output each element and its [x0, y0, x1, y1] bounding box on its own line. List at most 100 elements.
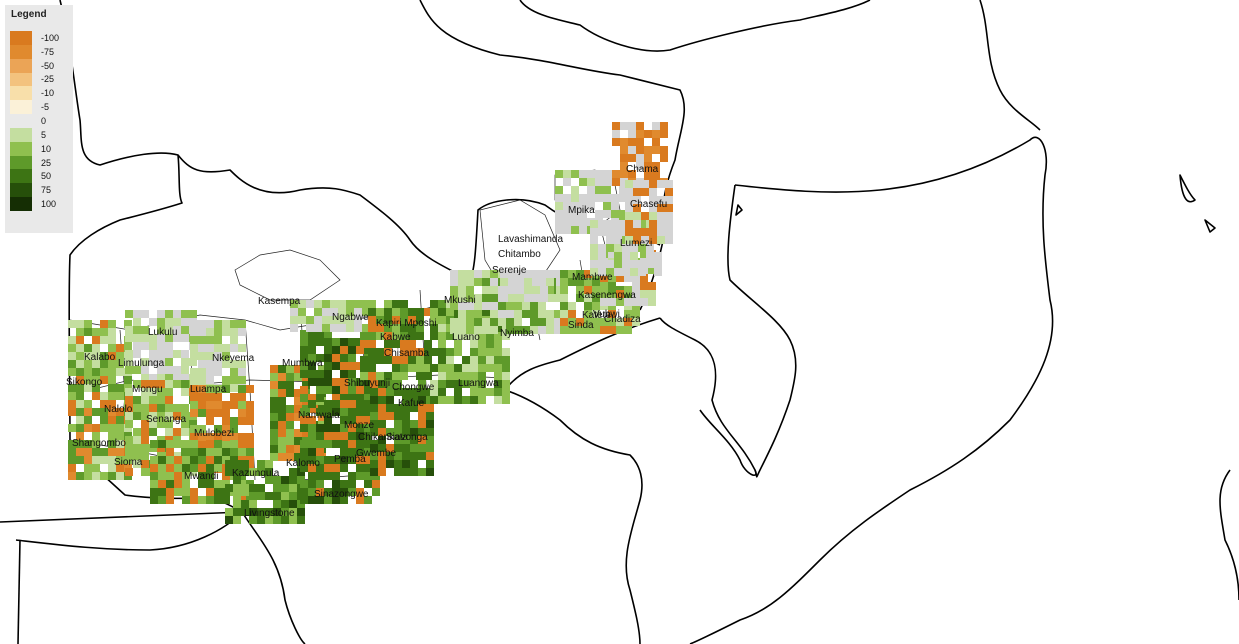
raster-cell	[410, 436, 418, 444]
raster-cell	[400, 316, 408, 324]
raster-cell	[133, 342, 141, 350]
raster-cell	[149, 428, 157, 436]
raster-cell	[560, 278, 568, 286]
raster-cell	[348, 408, 356, 416]
raster-cell	[233, 516, 241, 524]
raster-cell	[402, 396, 410, 404]
raster-cell	[158, 496, 166, 504]
raster-cell	[598, 252, 606, 260]
raster-cell	[530, 326, 538, 334]
legend-swatch	[10, 72, 32, 87]
raster-cell	[454, 388, 462, 396]
raster-cell	[340, 496, 348, 504]
raster-cell	[394, 436, 402, 444]
raster-cell	[273, 492, 281, 500]
raster-cell	[332, 456, 340, 464]
raster-cell	[394, 428, 402, 436]
raster-cell	[281, 476, 289, 484]
legend-swatch	[10, 183, 32, 198]
raster-cell	[257, 492, 265, 500]
place-labels: Chama Chasefu Mpika Lumezi Lavashimanda Chita…	[66, 164, 667, 519]
raster-cell	[408, 364, 416, 372]
raster-cell	[289, 508, 297, 516]
raster-cell	[108, 352, 116, 360]
raster-cell	[657, 228, 665, 236]
raster-cell	[300, 408, 308, 416]
raster-cell	[308, 456, 316, 464]
raster-cell	[76, 392, 84, 400]
legend-title: Legend	[11, 9, 47, 20]
raster-cell	[289, 484, 297, 492]
raster-cell	[426, 444, 434, 452]
raster-cell	[348, 346, 356, 354]
raster-cell	[508, 270, 516, 278]
place-label-pemba: Pemba	[334, 454, 366, 465]
raster-cell	[298, 308, 306, 316]
raster-cell	[600, 326, 608, 334]
raster-cell	[230, 376, 238, 384]
raster-cell	[100, 456, 108, 464]
raster-cell	[356, 464, 364, 472]
raster-cell	[568, 326, 576, 334]
raster-cell	[189, 310, 197, 318]
raster-cell	[324, 354, 332, 362]
raster-cell	[206, 433, 214, 441]
raster-cell	[332, 496, 340, 504]
raster-cell	[214, 456, 222, 464]
raster-cell	[619, 194, 627, 202]
raster-cell	[494, 380, 502, 388]
raster-cell	[324, 346, 332, 354]
raster-cell	[166, 472, 174, 480]
raster-cell	[222, 441, 230, 449]
raster-cell	[560, 326, 568, 334]
raster-cell	[100, 320, 108, 328]
raster-cell	[590, 228, 598, 236]
raster-cell	[230, 401, 238, 409]
raster-cell	[222, 496, 230, 504]
raster-cell	[665, 196, 673, 204]
legend-swatch	[10, 127, 32, 142]
raster-cell	[181, 366, 189, 374]
raster-cell	[340, 480, 348, 488]
raster-cell	[438, 324, 446, 332]
raster-cell	[150, 440, 158, 448]
raster-cell	[554, 310, 562, 318]
raster-cell	[654, 252, 662, 260]
raster-cell	[478, 364, 486, 372]
raster-cell	[356, 424, 364, 432]
place-label-mpika: Mpika	[568, 205, 595, 216]
raster-cell	[257, 468, 265, 476]
place-label-kalabo: Kalabo	[84, 352, 116, 363]
raster-cell	[230, 328, 238, 336]
raster-cell	[364, 432, 372, 440]
raster-cell	[249, 500, 257, 508]
raster-cell	[644, 130, 652, 138]
raster-cell	[530, 310, 538, 318]
raster-cell	[338, 316, 346, 324]
raster-cell	[665, 220, 673, 228]
raster-cell	[394, 452, 402, 460]
raster-cell	[424, 348, 432, 356]
raster-cell	[446, 348, 454, 356]
raster-cell	[450, 302, 458, 310]
raster-cell	[165, 350, 173, 358]
place-label-livingstone: Livingstone	[244, 508, 295, 519]
place-label-luampa: Luampa	[190, 384, 227, 395]
raster-cell	[286, 413, 294, 421]
raster-cell	[198, 328, 206, 336]
raster-cell	[438, 356, 446, 364]
raster-cell	[502, 364, 510, 372]
legend-label: -75	[41, 46, 55, 57]
raster-cell	[314, 324, 322, 332]
raster-cell	[538, 326, 546, 334]
raster-cell	[108, 336, 116, 344]
raster-cell	[633, 228, 641, 236]
raster-cell	[416, 316, 424, 324]
raster-cell	[502, 380, 510, 388]
raster-cell	[294, 389, 302, 397]
raster-cell	[516, 286, 524, 294]
raster-cell	[348, 394, 356, 402]
raster-cell	[418, 420, 426, 428]
raster-cell	[306, 300, 314, 308]
raster-cell	[308, 416, 316, 424]
